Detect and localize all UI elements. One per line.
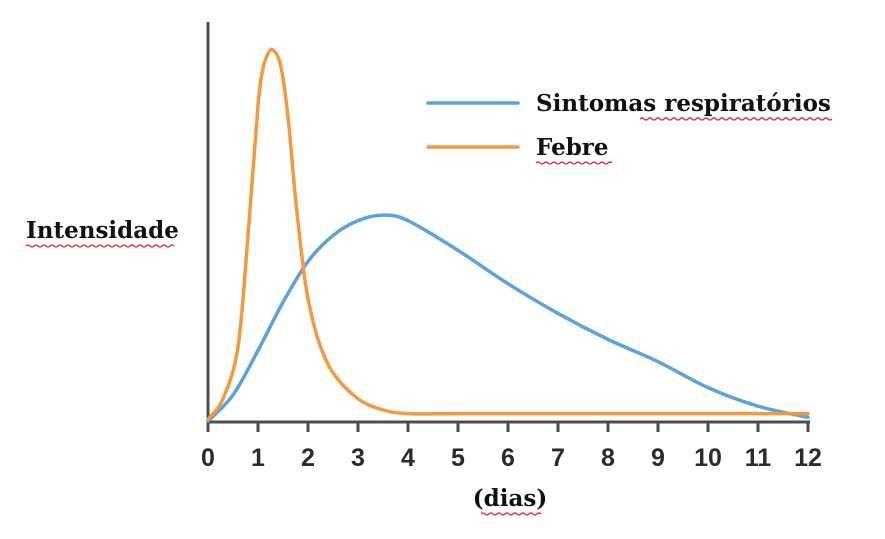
series-group — [206, 47, 810, 423]
x-tick-label-7: 7 — [551, 444, 565, 472]
x-tick-label-5: 5 — [451, 444, 465, 472]
legend: Sintomas respiratórios Febre — [426, 90, 833, 165]
x-axis-label: (dias) — [473, 485, 547, 512]
x-tick-label-1: 1 — [251, 444, 265, 472]
y-axis-label-spellcheck-underline — [25, 244, 175, 248]
x-tick-label-11: 11 — [745, 444, 772, 472]
x-axis-tick-labels: 0 1 2 3 4 5 6 7 8 9 10 11 12 — [201, 444, 822, 472]
x-tick-label-4: 4 — [401, 444, 415, 472]
series-line-febre — [206, 47, 810, 421]
x-tick-label-12: 12 — [794, 444, 822, 472]
y-axis-label: Intensidade — [26, 217, 179, 244]
x-tick-label-6: 6 — [501, 444, 515, 472]
x-tick-label-0: 0 — [201, 444, 215, 472]
x-tick-label-9: 9 — [651, 444, 665, 472]
x-tick-label-8: 8 — [601, 444, 615, 472]
x-tick-label-3: 3 — [351, 444, 365, 472]
x-tick-label-10: 10 — [694, 444, 722, 472]
x-axis-ticks — [206, 422, 810, 432]
legend-label-1-spellcheck-underline — [535, 161, 613, 165]
legend-label-febre: Febre — [536, 134, 609, 161]
legend-label-sintomas-respiratorios: Sintomas respiratórios — [536, 90, 831, 117]
legend-label-0-spellcheck-underline — [639, 117, 833, 121]
x-axis-label-spellcheck-underline — [480, 512, 542, 516]
x-tick-label-2: 2 — [301, 444, 315, 472]
series-line-sintomas-respiratorios — [206, 213, 810, 423]
